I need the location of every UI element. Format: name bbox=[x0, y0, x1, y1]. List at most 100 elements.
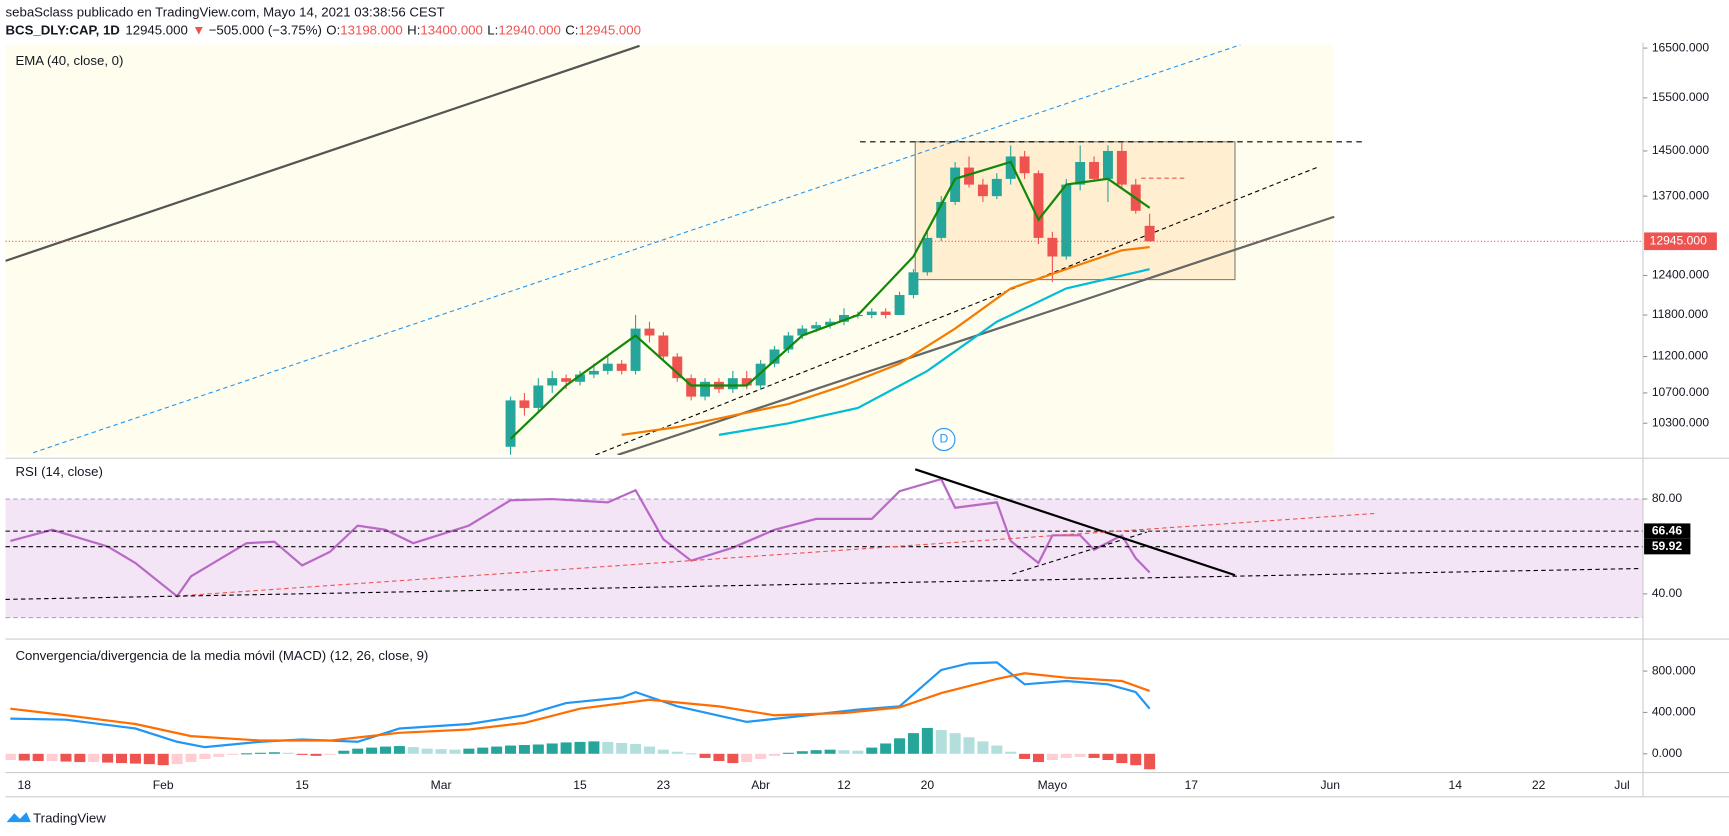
trend-line bbox=[32, 44, 1241, 454]
level-tag bbox=[1644, 523, 1691, 539]
histogram-bar bbox=[435, 749, 447, 754]
candle-body bbox=[1033, 173, 1044, 238]
histogram-bar bbox=[282, 752, 294, 754]
candle-body bbox=[936, 201, 947, 238]
candle-body bbox=[644, 328, 655, 336]
histogram-bar bbox=[143, 753, 155, 765]
o-label: O: bbox=[326, 22, 340, 37]
x-tick-label: 23 bbox=[657, 778, 671, 792]
level-tag bbox=[1644, 538, 1691, 555]
trend-line bbox=[914, 468, 1236, 577]
candle-body bbox=[894, 295, 905, 315]
trend-line bbox=[595, 166, 1318, 455]
histogram-bar bbox=[741, 753, 753, 763]
x-tick-label: 18 bbox=[18, 778, 32, 792]
histogram-bar bbox=[866, 747, 878, 754]
event-marker[interactable] bbox=[932, 427, 956, 452]
candle-body bbox=[880, 311, 891, 315]
histogram-bar bbox=[449, 749, 461, 754]
candle-body bbox=[783, 335, 794, 350]
y-tick-label: 16500.000 bbox=[1652, 40, 1710, 54]
candle-body bbox=[797, 328, 808, 336]
histogram-bar bbox=[74, 753, 86, 763]
histogram-bar bbox=[699, 753, 711, 758]
histogram-bar bbox=[880, 743, 892, 754]
histogram-bar bbox=[838, 750, 850, 754]
histogram-bar bbox=[185, 753, 197, 763]
histogram-bar bbox=[18, 753, 30, 761]
histogram-bar bbox=[199, 753, 211, 759]
histogram-bar bbox=[643, 746, 655, 754]
histogram-bar bbox=[352, 748, 364, 754]
candle-body bbox=[575, 374, 585, 382]
pane-title: RSI (14, close) bbox=[15, 464, 102, 479]
last-price-label: 12945.000 bbox=[1650, 233, 1708, 247]
y-tick-label: 14500.000 bbox=[1652, 143, 1710, 157]
candle-body bbox=[741, 378, 752, 386]
histogram-bar bbox=[1019, 753, 1031, 759]
histogram-bar bbox=[366, 747, 378, 754]
histogram-bar bbox=[477, 747, 489, 754]
histogram-bar bbox=[393, 746, 405, 754]
candle-body bbox=[727, 378, 738, 390]
histogram-bar bbox=[1005, 751, 1017, 754]
x-tick-label: Mayo bbox=[1038, 778, 1068, 792]
histogram-bar bbox=[602, 741, 614, 754]
histogram-bar bbox=[60, 753, 72, 762]
histogram-bar bbox=[616, 742, 628, 754]
candle-body bbox=[866, 311, 877, 315]
histogram-bar bbox=[1032, 753, 1045, 763]
rsi-band bbox=[5, 499, 1643, 618]
histogram-bar bbox=[852, 750, 864, 754]
change: −505.000 (−3.75%) bbox=[209, 22, 322, 37]
histogram-bar bbox=[171, 753, 183, 765]
histogram-bar bbox=[407, 747, 419, 754]
range-box bbox=[914, 141, 1236, 281]
series-line bbox=[10, 672, 1151, 742]
candle-body bbox=[700, 381, 711, 397]
y-tick-label: 40.00 bbox=[1652, 586, 1683, 600]
histogram-bar bbox=[546, 743, 558, 754]
histogram-bar bbox=[1102, 753, 1114, 761]
histogram-bar bbox=[630, 743, 642, 754]
series-line bbox=[509, 160, 1151, 440]
y-tick-label: 400.000 bbox=[1652, 705, 1696, 719]
candle-body bbox=[950, 167, 961, 202]
logo bbox=[6, 812, 31, 823]
pane-title: Convergencia/divergencia de la media móv… bbox=[15, 648, 428, 663]
histogram-bar bbox=[379, 746, 392, 754]
change-arrow: ▼ bbox=[192, 22, 205, 37]
candle-body bbox=[658, 335, 669, 357]
level-label: 66.46 bbox=[1652, 523, 1683, 537]
histogram-bar bbox=[671, 751, 683, 754]
histogram-bar bbox=[991, 745, 1003, 754]
histogram-bar bbox=[755, 753, 767, 759]
event-marker-label[interactable]: D bbox=[940, 432, 949, 446]
x-tick-label: 15 bbox=[573, 778, 587, 792]
histogram-bar bbox=[129, 753, 141, 764]
histogram-bar bbox=[88, 753, 100, 763]
candle-body bbox=[811, 325, 822, 329]
y-tick-label: 0.000 bbox=[1652, 746, 1683, 760]
histogram-bar bbox=[796, 751, 808, 754]
candle-body bbox=[769, 349, 780, 364]
x-tick-label: 12 bbox=[837, 778, 851, 792]
histogram-bar bbox=[157, 753, 169, 766]
histogram-bar bbox=[685, 753, 697, 755]
candle-body bbox=[839, 314, 849, 322]
candle-body bbox=[1047, 237, 1058, 257]
x-tick-label: 20 bbox=[921, 778, 935, 792]
histogram-bar bbox=[824, 749, 836, 754]
histogram-bar bbox=[894, 738, 906, 754]
rsi-pane bbox=[5, 477, 1643, 619]
candle-body bbox=[561, 378, 572, 382]
candle-body bbox=[616, 363, 627, 371]
histogram-bar bbox=[1074, 753, 1086, 757]
histogram-bar bbox=[491, 746, 503, 754]
y-tick-label: 80.00 bbox=[1652, 491, 1683, 505]
l: 12940.000 bbox=[498, 22, 561, 37]
h: 13400.000 bbox=[420, 22, 483, 37]
histogram-bar bbox=[782, 752, 794, 754]
candle-body bbox=[1089, 162, 1100, 179]
histogram-bar bbox=[102, 753, 114, 763]
